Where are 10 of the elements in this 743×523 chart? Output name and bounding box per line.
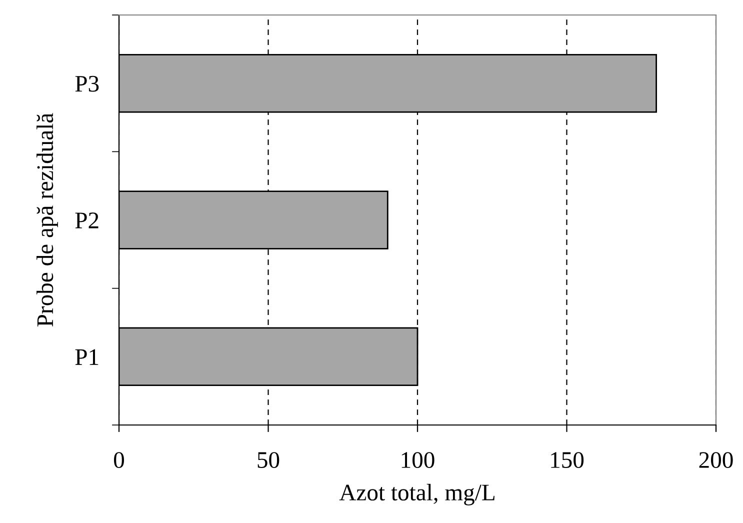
x-axis-title: Azot total, mg/L bbox=[339, 484, 494, 506]
x-tick-label: 50 bbox=[258, 452, 280, 468]
x-tick-label: 100 bbox=[402, 452, 434, 468]
x-tick-label: 200 bbox=[699, 452, 733, 468]
x-tick-label: 150 bbox=[551, 452, 584, 468]
y-tick-label: P2 bbox=[75, 212, 98, 228]
y-tick-label: P3 bbox=[75, 76, 99, 92]
y-axis-title: Probe de apă reziduală bbox=[36, 113, 58, 327]
x-tick-label: 0 bbox=[114, 452, 124, 468]
y-tick-label: P1 bbox=[75, 349, 98, 365]
